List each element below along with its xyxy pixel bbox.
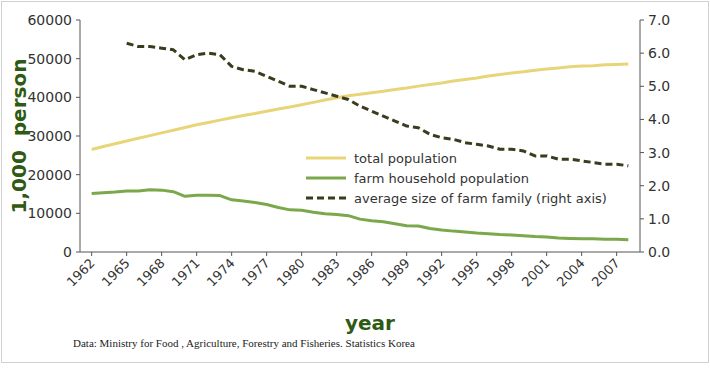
y2-tick-label: 4.0 <box>648 111 670 127</box>
x-tick <box>546 252 547 256</box>
legend-label: total population <box>354 151 457 166</box>
x-tick-label: 2007 <box>589 256 623 290</box>
y2-tick-label: 6.0 <box>648 45 670 61</box>
y-tick-label: 60000 <box>27 12 72 28</box>
y-tick-label: 40000 <box>27 89 72 105</box>
x-tick <box>476 252 477 256</box>
x-tick-label: 1989 <box>379 256 413 290</box>
y-tick-label: 30000 <box>27 128 72 144</box>
x-tick <box>336 252 337 256</box>
y-tick <box>76 136 80 137</box>
x-tick-label: 1971 <box>169 256 203 290</box>
y2-tick-label: 0.0 <box>648 244 670 260</box>
x-tick <box>581 252 582 256</box>
outer-border <box>2 2 709 363</box>
x-tick-label: 2001 <box>519 256 553 290</box>
x-tick <box>406 252 407 256</box>
x-tick-label: 1992 <box>414 256 448 290</box>
chart: 0 10000 20000 30000 40000 50000 60000 0.0 1.0 2.0… <box>0 0 710 381</box>
x-tick-label: 2004 <box>554 256 588 290</box>
y-tick <box>76 20 80 21</box>
y2-tick-label: 2.0 <box>648 178 670 194</box>
y2-tick <box>640 218 644 219</box>
x-tick-label: 1965 <box>99 256 133 290</box>
y2-tick <box>640 20 644 21</box>
y-axis-title: 1,000 person <box>7 59 31 214</box>
y-tick <box>76 213 80 214</box>
y2-tick-label: 3.0 <box>648 145 670 161</box>
legend-label: farm household population <box>354 171 529 186</box>
x-tick <box>441 252 442 256</box>
series-line <box>92 64 629 149</box>
y-tick-label: 50000 <box>27 51 72 67</box>
x-tick <box>231 252 232 256</box>
x-tick <box>161 252 162 256</box>
x-tick-label: 1980 <box>274 256 308 290</box>
y2-tick-label: 1.0 <box>648 211 670 227</box>
plot-area <box>92 43 629 239</box>
y-tick <box>76 97 80 98</box>
y2-tick <box>640 185 644 186</box>
legend-swatch <box>306 157 346 160</box>
x-axis <box>80 252 640 253</box>
x-tick <box>616 252 617 256</box>
y2-tick <box>640 152 644 153</box>
x-tick <box>301 252 302 256</box>
y-tick <box>76 252 80 253</box>
x-tick <box>196 252 197 256</box>
y-tick <box>76 58 80 59</box>
y2-tick <box>640 86 644 87</box>
x-tick <box>371 252 372 256</box>
x-tick <box>511 252 512 256</box>
x-tick-label: 1995 <box>449 256 483 290</box>
x-tick-label: 1983 <box>309 256 343 290</box>
x-tick-label: 1977 <box>239 256 273 290</box>
y2-tick <box>640 252 644 253</box>
series-line <box>92 190 629 240</box>
y2-tick <box>640 119 644 120</box>
y2-tick-label: 5.0 <box>648 78 670 94</box>
legend-swatch <box>306 177 346 180</box>
source-note: Data: Ministry for Food , Agriculture, F… <box>73 337 415 349</box>
legend-label: average size of farm family (right axis) <box>354 191 607 206</box>
x-tick-label: 1962 <box>64 256 98 290</box>
y2-axis <box>640 20 641 252</box>
legend: total population farm household populatio… <box>306 151 607 206</box>
series-line <box>127 43 629 166</box>
y-tick-label: 0 <box>63 244 72 260</box>
legend-swatch <box>306 197 346 200</box>
y2-tick <box>640 53 644 54</box>
y2-tick-label: 7.0 <box>648 12 670 28</box>
x-tick <box>126 252 127 256</box>
x-tick <box>266 252 267 256</box>
x-axis-title: year <box>345 311 395 335</box>
x-tick <box>91 252 92 256</box>
x-tick-label: 1974 <box>204 256 238 290</box>
y-tick-label: 20000 <box>27 167 72 183</box>
y-tick-label: 10000 <box>27 205 72 221</box>
x-tick-label: 1986 <box>344 256 378 290</box>
x-tick-label: 1998 <box>484 256 518 290</box>
x-tick-label: 1968 <box>134 256 168 290</box>
y-tick <box>76 174 80 175</box>
